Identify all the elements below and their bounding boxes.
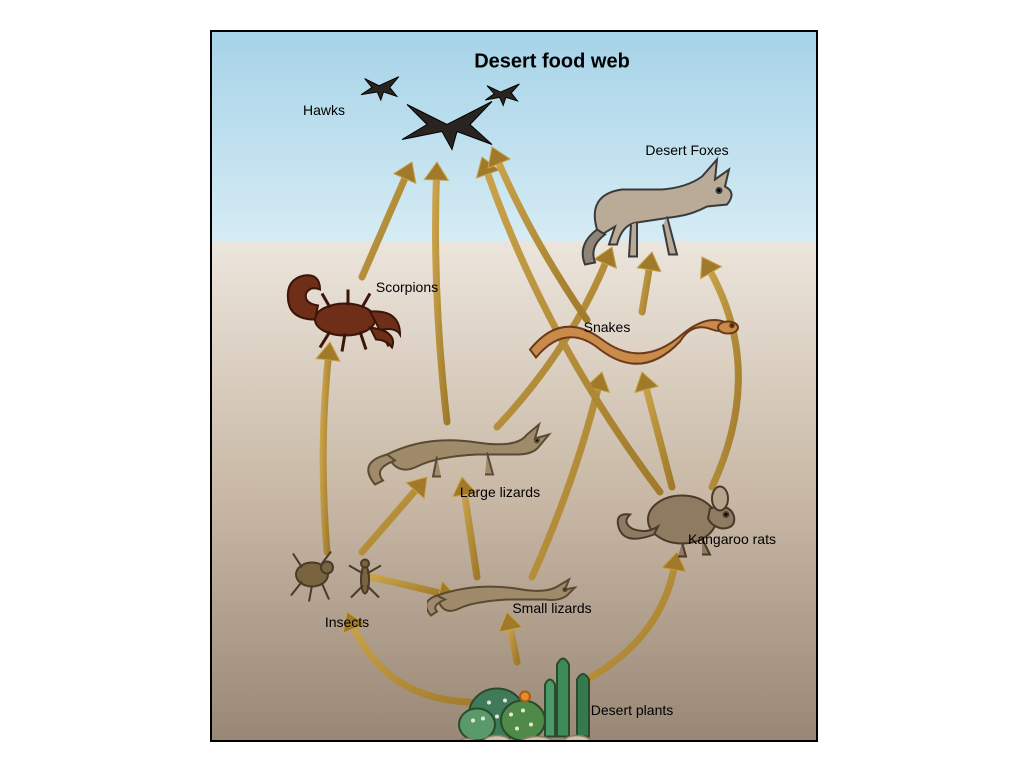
background bbox=[212, 32, 816, 740]
diagram-title: Desert food web bbox=[474, 51, 630, 74]
food-web-diagram: Hawks Desert Foxes Scorpions Snakes bbox=[210, 30, 818, 742]
